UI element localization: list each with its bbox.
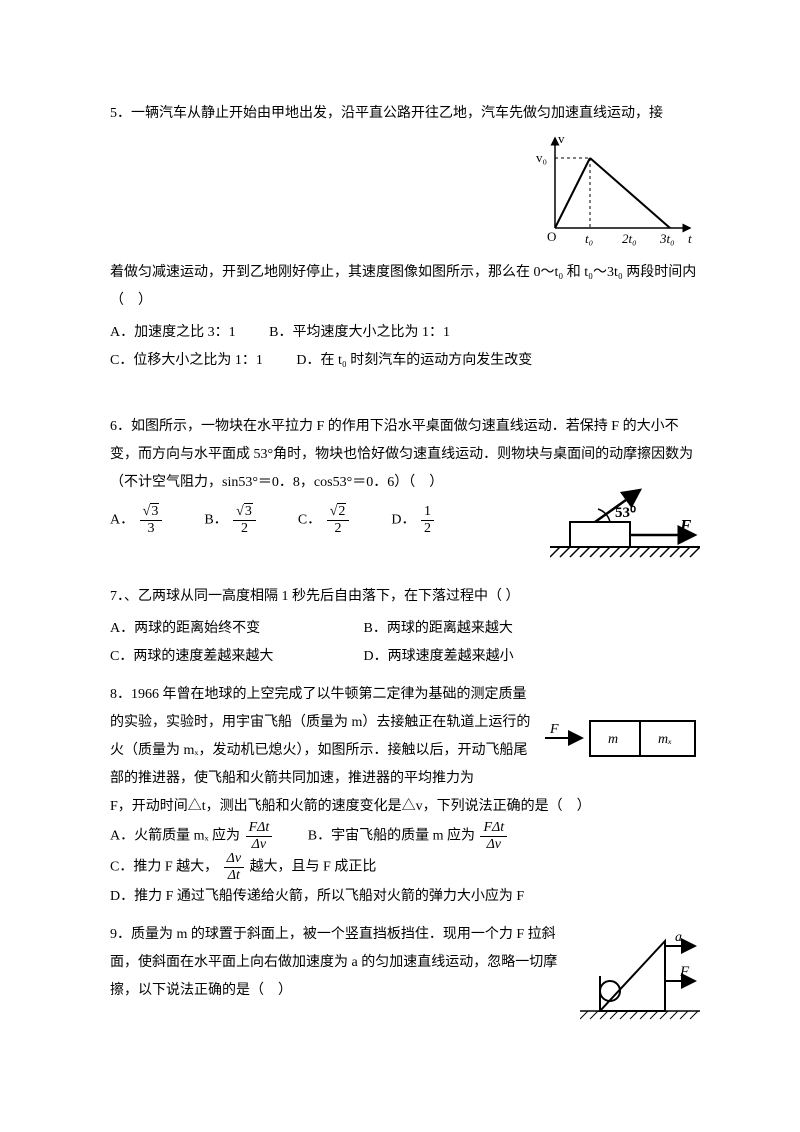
q6-figure: 53⁰ F bbox=[550, 487, 700, 573]
q7-optC: C．两球的速度差越来越大 bbox=[110, 643, 330, 671]
q6-options: A． 3 3 B． 3 2 C． 2 2 bbox=[110, 505, 550, 536]
q6-optB: B． 3 2 bbox=[204, 505, 258, 536]
question-8: F m mₓ 8．1966 年曾在地球的上空完成了以牛顿第二定律为基础的测定质量… bbox=[110, 681, 700, 911]
question-5: 5．一辆汽车从静止开始由甲地出发，沿平直公路开往乙地，汽车先做匀加速直线运动，接 bbox=[110, 100, 700, 375]
q9-figure: a F bbox=[580, 921, 700, 1032]
q9-a-label: a bbox=[675, 930, 682, 945]
q5-line2: 着做匀减速运动，开到乙地刚好停止，其速度图像如图所示，那么在 0～t₀ 和 t₀… bbox=[110, 259, 700, 315]
q5-optD: D．在 t₀ 时刻汽车的运动方向发生改变 bbox=[296, 347, 532, 375]
angle-label: 53⁰ bbox=[615, 505, 636, 521]
q6-text: 6．如图所示，一物块在水平拉力 F 的作用下沿水平桌面做匀速直线运动．若保持 F… bbox=[110, 413, 700, 497]
q6-optD: D． 1 2 bbox=[391, 505, 436, 536]
q5-figure: v v₀ O t₀ 2t₀ 3t₀ t bbox=[530, 128, 700, 259]
q6-optC: C． 2 2 bbox=[298, 505, 352, 536]
q5-options: A．加速度之比 3：1 B．平均速度大小之比为 1：1 C．位移大小之比为 1：… bbox=[110, 319, 700, 375]
q7-text: 7．、乙两球从同一高度相隔 1 秒先后自由落下，在下落过程中（ ） bbox=[110, 583, 700, 611]
q5-optC: C．位移大小之比为 1：1 bbox=[110, 347, 263, 375]
incline-ball-icon: a F bbox=[580, 921, 700, 1021]
q7-optA: A．两球的距离始终不变 bbox=[110, 615, 330, 643]
q8-optB: B．宇宙飞船的质量 m 应为 FΔt Δv bbox=[308, 821, 509, 852]
label-t: t bbox=[688, 231, 692, 246]
q8-optD: D．推力 F 通过飞船传递给火箭，所以飞船对火箭的弹力大小应为 F bbox=[110, 889, 524, 904]
q8-F-label: F bbox=[549, 722, 559, 737]
q6-optA: A． 3 3 bbox=[110, 505, 164, 536]
label-v0: v₀ bbox=[536, 150, 547, 165]
label-3t0: 3t₀ bbox=[659, 231, 675, 246]
q9-F-label: F bbox=[679, 964, 690, 980]
q8-optC: C．推力 F 越大， Δv Δt 越大，且与 F 成正比 bbox=[110, 852, 376, 883]
label-2t0: 2t₀ bbox=[622, 231, 637, 246]
q8-m-label: m bbox=[608, 732, 618, 747]
question-9: a F 9．质量为 m 的球置于斜面上，被一个竖直挡板挡住．现用一个力 F 拉斜… bbox=[110, 921, 700, 1032]
q5-optA: A．加速度之比 3：1 bbox=[110, 319, 236, 347]
q7-optB: B．两球的距离越来越大 bbox=[364, 615, 513, 643]
page-content: 5．一辆汽车从静止开始由甲地出发，沿平直公路开往乙地，汽车先做匀加速直线运动，接 bbox=[0, 0, 800, 1082]
block-force-icon: 53⁰ F bbox=[550, 487, 700, 562]
vt-graph-icon: v v₀ O t₀ 2t₀ 3t₀ t bbox=[530, 128, 700, 248]
q8-figure: F m mₓ bbox=[540, 711, 700, 777]
q5-optB: B．平均速度大小之比为 1：1 bbox=[269, 319, 450, 347]
q5-line1: 5．一辆汽车从静止开始由甲地出发，沿平直公路开往乙地，汽车先做匀加速直线运动，接 bbox=[110, 100, 700, 128]
q8-optA: A．火箭质量 mₓ 应为 FΔt Δv bbox=[110, 821, 274, 852]
label-O: O bbox=[547, 229, 556, 244]
label-t0: t₀ bbox=[585, 231, 593, 246]
q8-text2: F，开动时间△t，测出飞船和火箭的速度变化是△v，下列说法正确的是（ ） bbox=[110, 793, 700, 821]
label-v: v bbox=[558, 131, 565, 146]
q7-options: A．两球的距离始终不变 B．两球的距离越来越大 C．两球的速度差越来越大 D．两… bbox=[110, 615, 700, 671]
q8-mx-label: mₓ bbox=[658, 732, 672, 747]
q8-options: A．火箭质量 mₓ 应为 FΔt Δv B．宇宙飞船的质量 m 应为 FΔt Δ… bbox=[110, 821, 700, 911]
ship-rocket-icon: F m mₓ bbox=[540, 711, 700, 766]
question-6: 6．如图所示，一物块在水平拉力 F 的作用下沿水平桌面做匀速直线运动．若保持 F… bbox=[110, 413, 700, 573]
question-7: 7．、乙两球从同一高度相隔 1 秒先后自由落下，在下落过程中（ ） A．两球的距… bbox=[110, 583, 700, 671]
q7-optD: D．两球速度差越来越小 bbox=[364, 643, 514, 671]
F-label: F bbox=[679, 516, 692, 535]
